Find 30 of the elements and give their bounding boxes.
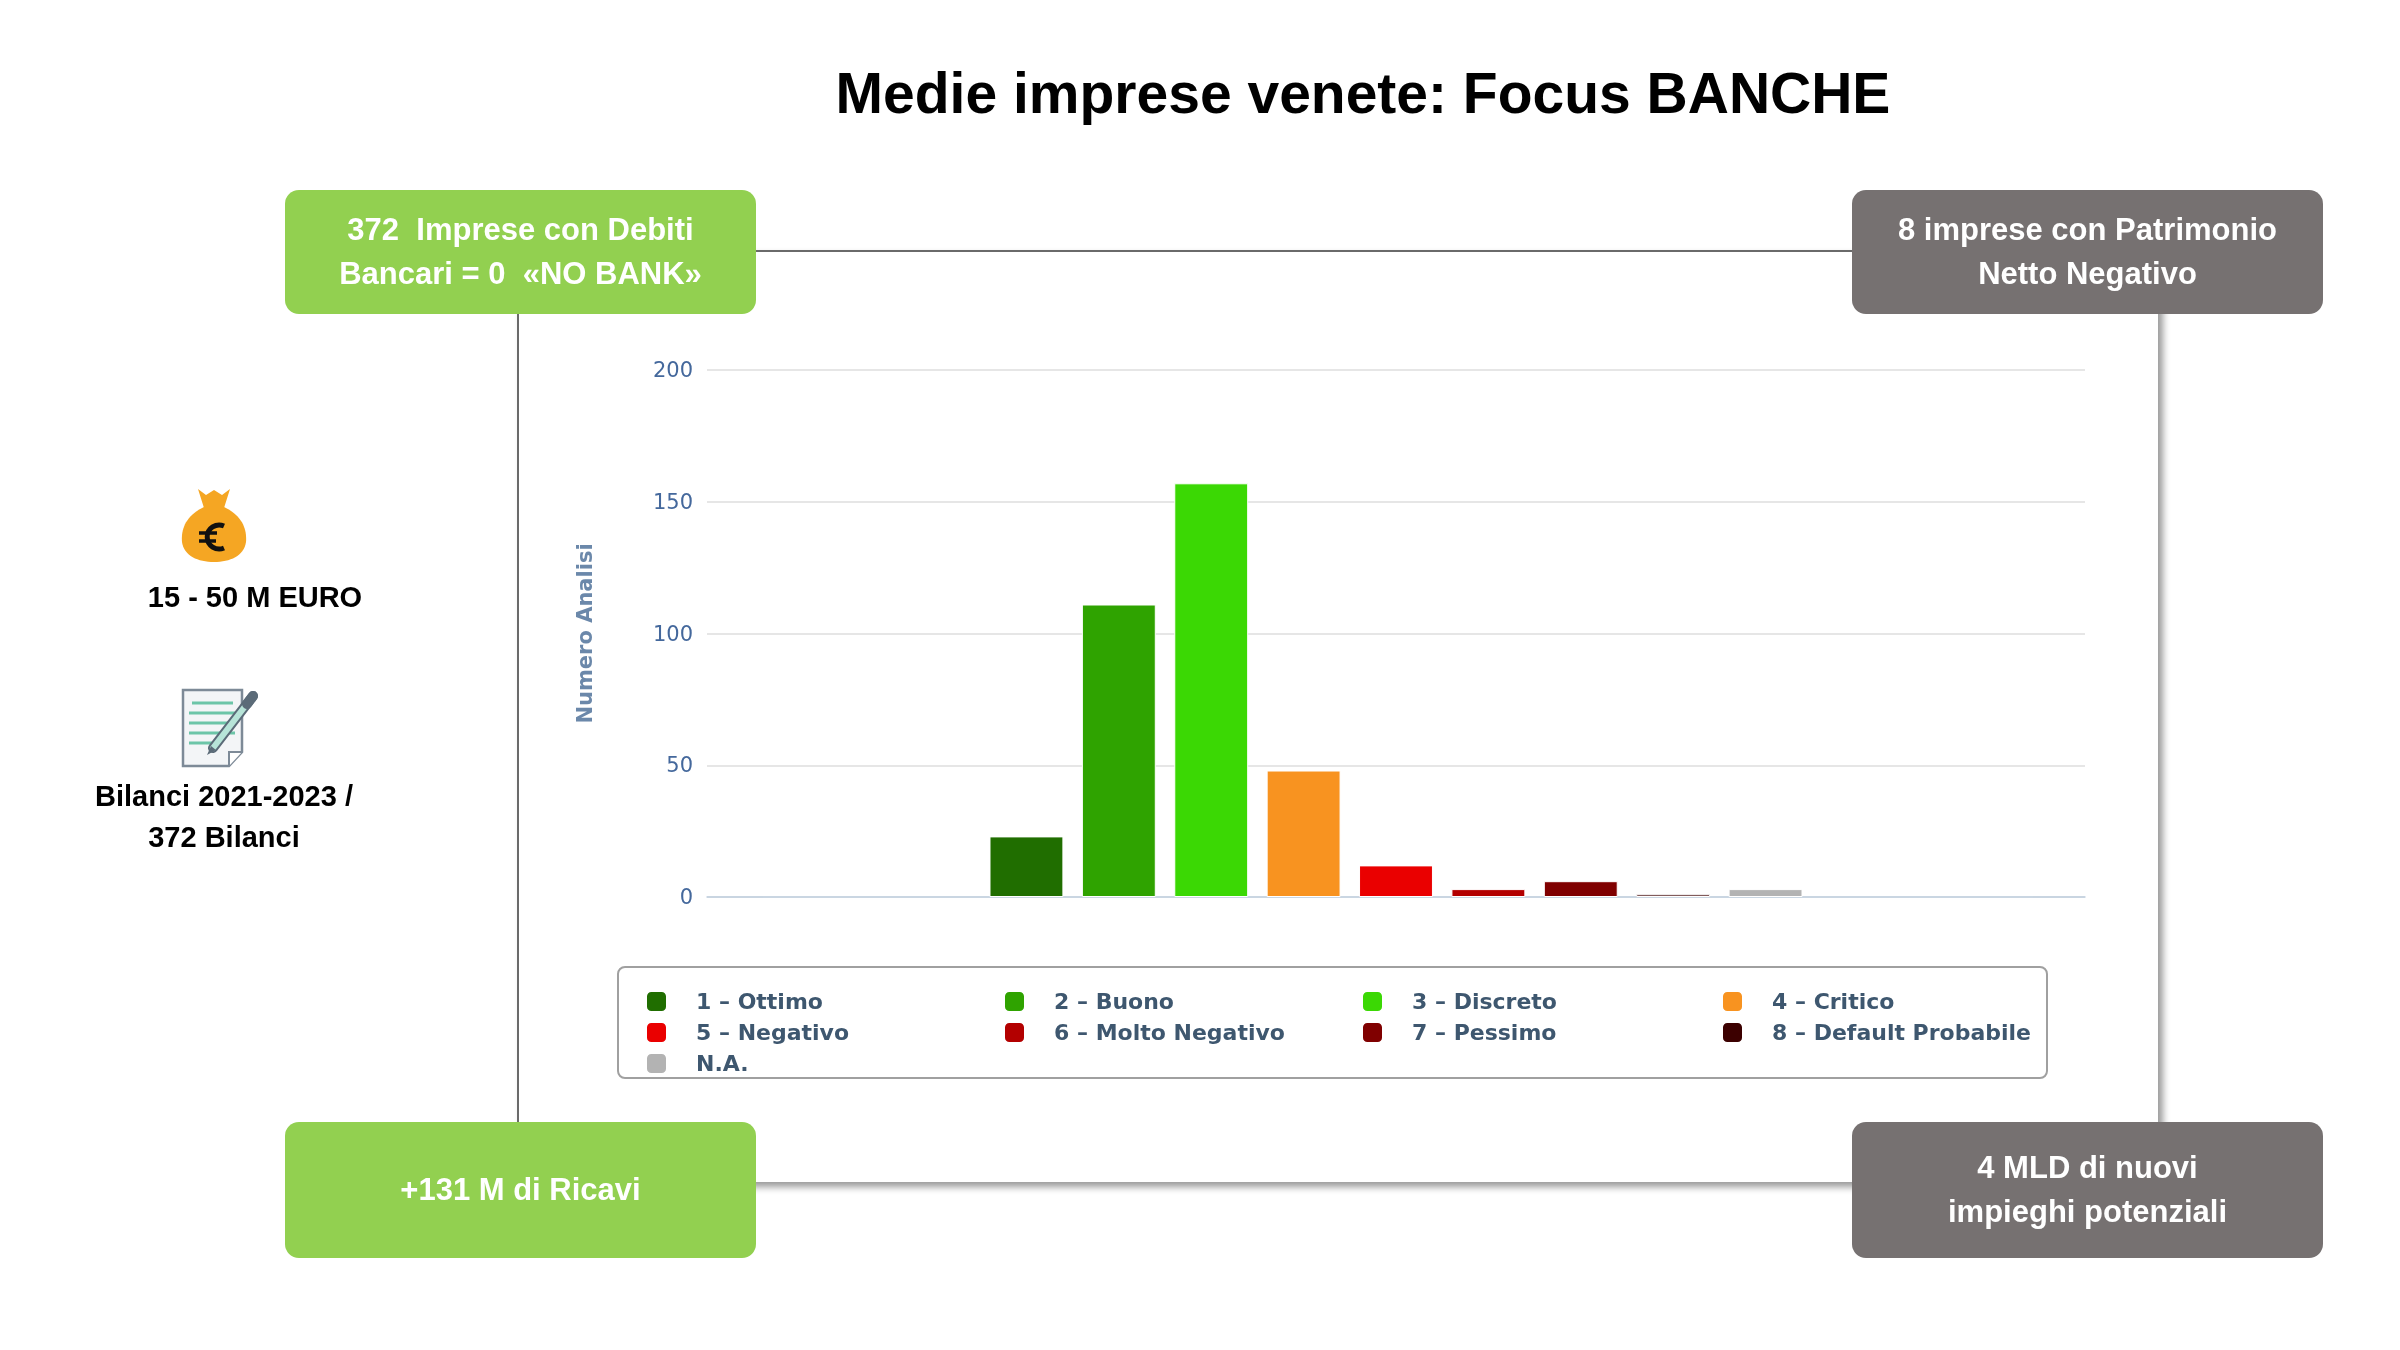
bar [1359,865,1433,897]
callout-box: +131 M di Ricavi [285,1122,756,1258]
legend-label: 6 – Molto Negativo [1054,1020,1285,1045]
legend-label: 2 – Buono [1054,989,1174,1014]
y-tick-label: 0 [679,885,693,909]
y-axis-title: Numero Analisi [572,543,597,724]
y-tick-label: 200 [652,358,693,382]
y-tick-label: 100 [652,621,693,646]
bar [1728,889,1803,897]
bar [1174,483,1249,897]
bar [989,836,1064,897]
callout-box: 8 imprese con Patrimonio Netto Negativo [1852,190,2323,314]
legend-label: 3 – Discreto [1412,989,1557,1014]
bar [1266,770,1341,897]
legend-label: 8 – Default Probabile [1772,1020,2032,1045]
legend-label: 5 – Negativo [696,1020,850,1045]
bar [1543,881,1618,897]
legend-label: 7 – Pessimo [1412,1020,1557,1045]
callout-box: 372 Imprese con Debiti Bancari = 0 «NO BANK» [285,190,756,314]
legend-label: N.A. [696,1051,749,1076]
y-tick-label: 150 [652,489,693,514]
bar [1451,889,1526,897]
text: Bilanci 2021-2023 / 372 Bilanci [94,779,354,855]
y-tick-label: 50 [666,753,693,778]
legend-label: 4 – Critico [1772,989,1895,1014]
bar [1081,604,1156,897]
text: 15 - 50 M EURO [146,579,364,615]
callout-box: 4 MLD di nuovi impieghi potenziali [1852,1122,2323,1258]
chart-title: Medie imprese venete: Focus BANCHE [834,60,1892,126]
legend-label: 1 – Ottimo [696,989,823,1014]
